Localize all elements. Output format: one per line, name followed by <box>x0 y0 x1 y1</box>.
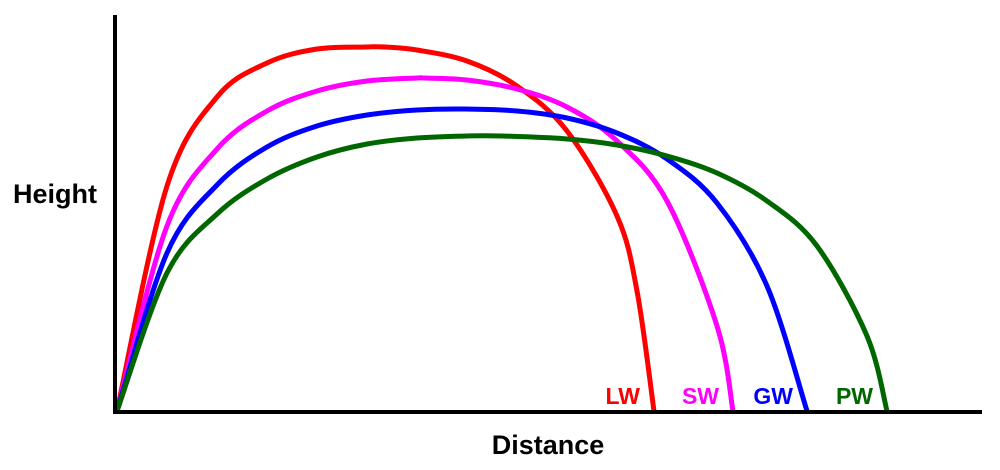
x-axis-title: Distance <box>492 430 605 460</box>
trajectory-line-gw <box>114 106 810 412</box>
trajectory-series-group <box>114 44 890 412</box>
series-label-gw: GW <box>753 383 793 409</box>
trajectory-line-pw <box>114 133 890 412</box>
series-label-sw: SW <box>682 383 719 409</box>
trajectory-line-sw <box>114 75 736 412</box>
trajectory-line-lw <box>114 44 657 412</box>
series-label-pw: PW <box>836 383 873 409</box>
y-axis-title: Height <box>13 179 97 209</box>
trajectory-label-group: LW SW GW PW <box>606 383 874 409</box>
series-label-lw: LW <box>606 383 641 409</box>
